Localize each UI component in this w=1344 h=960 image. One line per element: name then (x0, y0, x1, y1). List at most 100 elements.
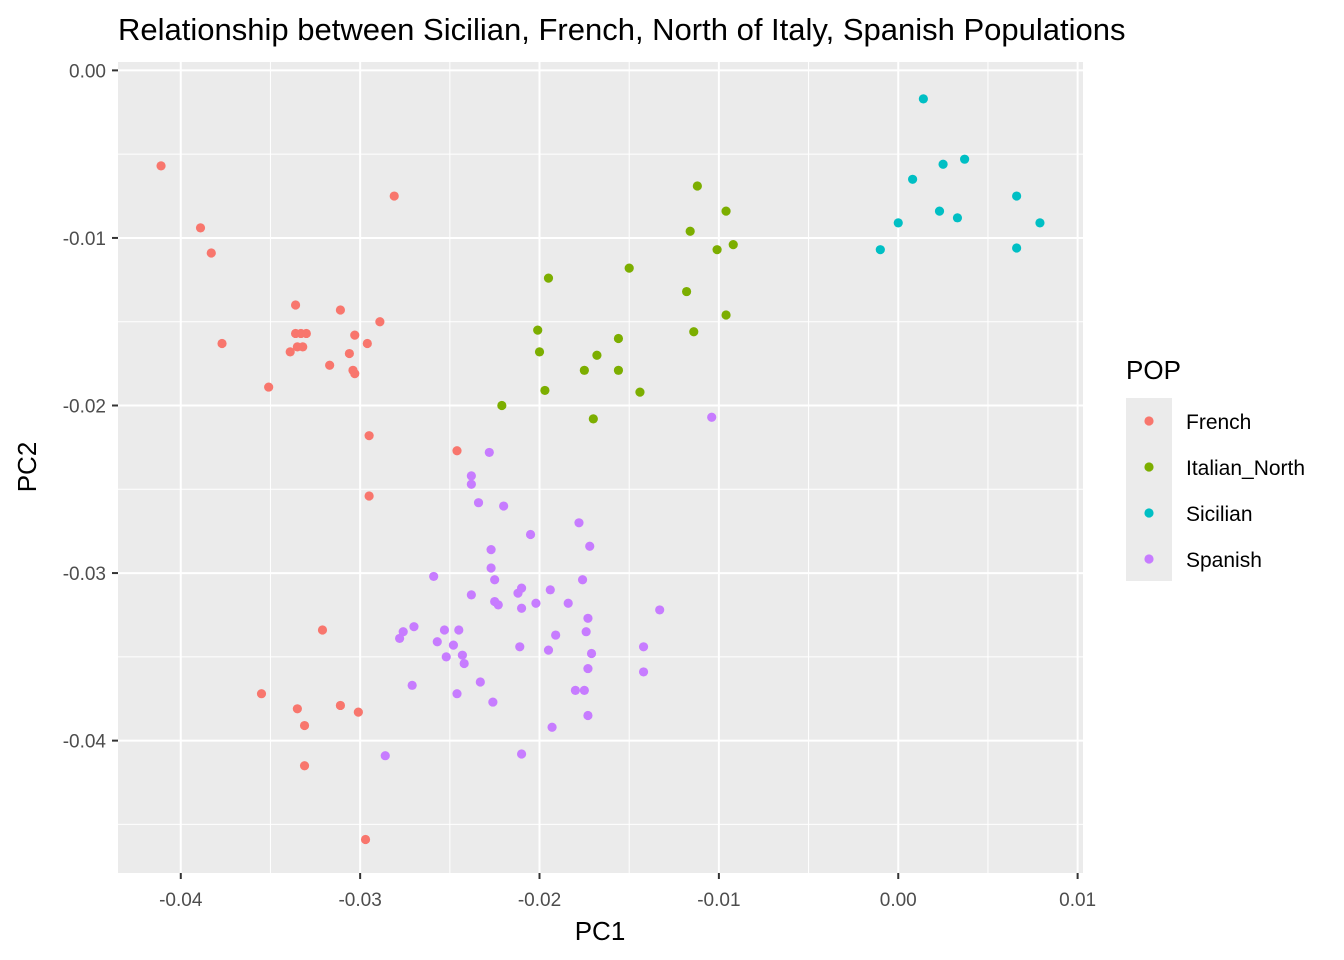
data-point-french (335, 700, 346, 711)
data-point-spanish (581, 627, 591, 637)
data-point-spanish (486, 563, 496, 573)
legend-title: POP (1126, 355, 1181, 385)
data-point-spanish (380, 751, 390, 761)
data-point-spanish (407, 680, 417, 690)
data-point-italian-north (497, 400, 507, 411)
data-point-italian-north (592, 350, 602, 360)
x-tick-label: 0.00 (880, 890, 917, 911)
data-point-french (299, 761, 310, 771)
data-point-sicilian (1035, 218, 1045, 228)
data-point-french (360, 834, 371, 845)
data-point-sicilian (934, 206, 945, 216)
legend-label-french: French (1186, 411, 1251, 434)
data-point-spanish (499, 501, 509, 511)
data-point-french (217, 338, 227, 349)
series-french (156, 161, 462, 845)
legend-key-background (1126, 398, 1172, 581)
gridlines (118, 62, 1083, 873)
data-point-french (344, 348, 354, 359)
x-axis: -0.04 -0.03 -0.02 -0.01 0.00 0.01 (159, 873, 1096, 911)
legend-label-italian-north: Italian_North (1186, 457, 1305, 480)
chart-title: Relationship between Sicilian, French, N… (118, 12, 1126, 47)
data-point-sicilian (1012, 191, 1022, 201)
data-point-french (362, 338, 372, 349)
data-point-french (389, 191, 399, 201)
y-tick-label: -0.02 (63, 397, 106, 418)
series-sicilian (875, 94, 1045, 255)
data-point-french (292, 704, 302, 714)
data-point-spanish (490, 575, 500, 585)
data-point-italian-north (613, 333, 624, 344)
legend: POP French Italian_North Sicilian Spanish (1126, 355, 1305, 581)
legend-key-sicilian (1144, 508, 1154, 518)
data-point-spanish (583, 613, 593, 623)
data-point-french (206, 248, 216, 258)
data-point-italian-north (689, 327, 699, 337)
data-point-spanish (707, 412, 717, 422)
data-point-french (264, 382, 274, 392)
x-axis-title: PC1 (575, 916, 626, 946)
data-point-spanish (441, 652, 451, 662)
data-point-spanish (475, 677, 485, 687)
data-point-french (364, 491, 374, 501)
y-tick-label: -0.04 (63, 732, 107, 753)
data-point-spanish (457, 650, 467, 660)
x-tick-label: -0.03 (338, 890, 381, 911)
legend-label-sicilian: Sicilian (1186, 503, 1253, 526)
data-point-french (285, 347, 295, 357)
data-point-italian-north (635, 387, 645, 397)
data-point-spanish (395, 633, 405, 644)
data-point-french (256, 689, 267, 699)
y-axis: 0.00 -0.01 -0.02 -0.03 -0.04 (63, 61, 118, 753)
data-point-spanish (473, 498, 484, 508)
series-italian-north (497, 181, 738, 424)
data-point-french (353, 707, 363, 717)
data-point-spanish (493, 600, 503, 610)
data-point-italian-north (540, 385, 550, 396)
data-point-spanish (574, 518, 584, 528)
data-point-italian-north (579, 365, 589, 375)
y-axis-title: PC2 (12, 442, 42, 493)
x-tick-label: -0.04 (159, 890, 203, 911)
data-point-spanish (459, 658, 469, 669)
data-point-italian-north (588, 414, 598, 424)
y-tick-label: 0.00 (69, 61, 106, 82)
data-point-spanish (448, 640, 459, 650)
data-point-spanish (466, 479, 476, 489)
legend-key-french (1144, 416, 1154, 426)
data-point-italian-north (533, 325, 543, 335)
data-point-spanish (432, 637, 442, 647)
data-point-spanish (638, 667, 649, 677)
data-point-spanish (486, 545, 496, 555)
data-point-spanish (513, 588, 523, 598)
data-point-spanish (454, 625, 464, 635)
data-point-italian-north (692, 181, 702, 191)
data-point-spanish (638, 642, 649, 652)
data-point-spanish (516, 603, 527, 613)
data-point-spanish (439, 625, 450, 635)
data-point-spanish (484, 447, 494, 458)
data-point-sicilian (918, 94, 928, 104)
data-point-french (195, 223, 206, 233)
data-point-french (350, 330, 360, 340)
plot-panel (118, 62, 1083, 873)
data-point-sicilian (893, 218, 903, 228)
data-point-french (290, 300, 301, 310)
data-point-french (350, 369, 360, 379)
data-point-spanish (543, 645, 554, 655)
series-spanish (380, 412, 717, 761)
data-point-sicilian (938, 159, 948, 169)
x-tick-label: -0.02 (518, 890, 561, 911)
data-point-spanish (525, 529, 536, 540)
x-tick-label: -0.01 (697, 890, 740, 911)
data-points (156, 94, 1045, 845)
data-point-italian-north (681, 286, 692, 297)
data-point-spanish (583, 663, 593, 674)
data-point-italian-north (721, 310, 731, 320)
data-point-french (375, 317, 385, 327)
legend-label-spanish: Spanish (1186, 549, 1262, 572)
data-point-sicilian (960, 154, 970, 164)
data-point-spanish (585, 541, 595, 551)
data-point-spanish (547, 722, 557, 732)
data-point-french (301, 328, 311, 339)
